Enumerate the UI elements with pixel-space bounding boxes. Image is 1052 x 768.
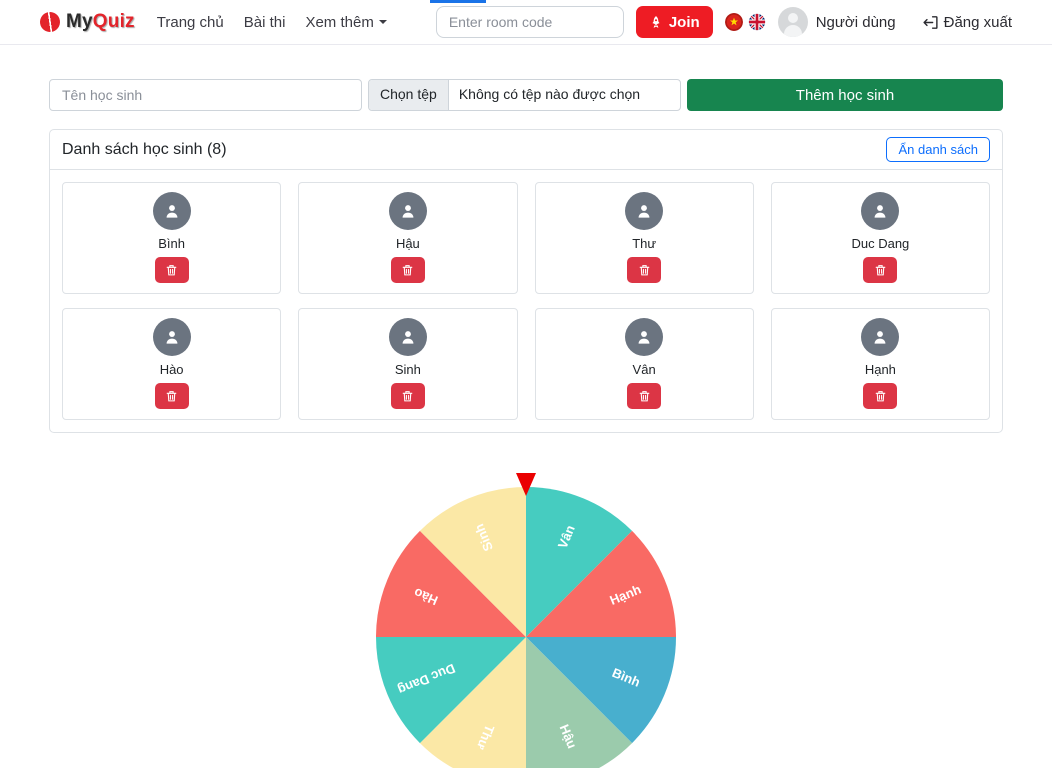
- student-card: Hào: [62, 308, 282, 420]
- brand-my: My: [66, 11, 93, 32]
- person-icon: [166, 331, 178, 344]
- logout-label: Đăng xuất: [943, 13, 1012, 31]
- join-button-label: Join: [668, 13, 700, 31]
- student-card: Duc Dang: [770, 182, 990, 294]
- user-avatar: [777, 7, 808, 37]
- student-avatar: [152, 192, 191, 230]
- wheel-segment: [526, 637, 676, 744]
- user-name-label: Người dùng: [815, 13, 896, 31]
- student-avatar: [625, 318, 664, 356]
- delete-student-button[interactable]: [154, 383, 189, 409]
- student-card: Vân: [534, 308, 754, 420]
- top-accent-bar: [430, 0, 486, 3]
- trash-icon: [166, 265, 177, 276]
- person-icon: [638, 205, 650, 218]
- wheel-segment: [419, 637, 526, 768]
- delete-student-button[interactable]: [627, 257, 662, 283]
- trash-icon: [166, 391, 177, 402]
- uk-flag-icon[interactable]: [748, 13, 766, 31]
- student-name: Bình: [158, 236, 185, 251]
- nav-link-home-label: Trang chủ: [156, 13, 224, 31]
- trash-icon: [639, 265, 649, 276]
- student-cards-grid: Bình Hậu Thư: [50, 170, 1002, 432]
- file-input[interactable]: Chọn tệp Không có tệp nào được chọn: [368, 79, 681, 111]
- join-button[interactable]: Join: [635, 6, 713, 38]
- trash-icon: [875, 391, 886, 402]
- nav-link-home[interactable]: Trang chủ: [157, 14, 224, 31]
- brand-icon: [38, 10, 62, 34]
- student-avatar: [861, 318, 900, 356]
- nav-link-exams[interactable]: Bài thi: [244, 14, 286, 31]
- trash-icon: [639, 391, 649, 402]
- logout-icon: [923, 15, 938, 29]
- nav-link-more-label: Xem thêm: [305, 13, 374, 31]
- panel-title: Danh sách học sinh (8): [62, 140, 227, 158]
- add-student-button[interactable]: Thêm học sinh: [687, 79, 1003, 111]
- person-icon: [638, 331, 650, 344]
- trash-icon: [403, 391, 413, 402]
- student-name: Sinh: [394, 362, 421, 377]
- nav-link-exams-label: Bài thi: [243, 13, 286, 31]
- student-name: Hạnh: [864, 362, 896, 377]
- room-code-input[interactable]: [435, 6, 624, 38]
- language-switcher: [724, 13, 766, 31]
- person-icon: [874, 205, 886, 218]
- person-icon: [402, 205, 414, 218]
- wheel-pointer: [516, 473, 536, 496]
- wheel-segment: [376, 637, 526, 744]
- delete-student-button[interactable]: [390, 383, 425, 409]
- nav-link-more-dropdown[interactable]: Xem thêm: [305, 13, 387, 31]
- panel-header: Danh sách học sinh (8) Ẩn danh sách: [50, 130, 1002, 170]
- nav-links: Trang chủ Bài thi Xem thêm: [157, 14, 387, 31]
- student-name: Vân: [632, 362, 656, 377]
- student-card: Bình: [62, 182, 282, 294]
- wheel-segment: [419, 487, 526, 637]
- vietnam-flag-icon[interactable]: [724, 13, 743, 31]
- brand-quiz: Quiz: [92, 11, 135, 32]
- wheel-segment: [526, 530, 676, 637]
- student-name: Duc Dang: [851, 236, 910, 251]
- person-icon: [874, 331, 886, 344]
- delete-student-button[interactable]: [627, 383, 662, 409]
- hide-list-button[interactable]: Ẩn danh sách: [886, 137, 990, 162]
- delete-student-button[interactable]: [863, 257, 898, 283]
- student-list-panel: Danh sách học sinh (8) Ẩn danh sách Bình…: [49, 129, 1003, 433]
- student-name: Thư: [632, 236, 657, 251]
- student-name: Hậu: [395, 236, 420, 251]
- wheel-segment: [526, 637, 633, 768]
- wheel-segment: [376, 530, 526, 637]
- student-avatar: [388, 192, 427, 230]
- delete-student-button[interactable]: [390, 257, 425, 283]
- student-card: Hạnh: [770, 308, 990, 420]
- main-content: Chọn tệp Không có tệp nào được chọn Thêm…: [49, 79, 1003, 768]
- file-status-text: Không có tệp nào được chọn: [458, 86, 641, 102]
- student-avatar: [625, 192, 664, 230]
- student-avatar: [388, 318, 427, 356]
- student-name-input[interactable]: [49, 79, 362, 111]
- trash-icon: [403, 265, 413, 276]
- choose-file-button[interactable]: Chọn tệp: [369, 80, 449, 110]
- navbar: MyQuiz Trang chủ Bài thi Xem thêm Join: [0, 0, 1052, 45]
- chevron-down-icon: [378, 20, 387, 24]
- add-student-form: Chọn tệp Không có tệp nào được chọn Thêm…: [49, 79, 1003, 111]
- wheel-section: Vân Hạnh Bình Hậu Thư Duc Dang Hào Sinh: [49, 473, 1003, 768]
- trash-icon: [875, 265, 886, 276]
- student-card: Sinh: [298, 308, 518, 420]
- person-icon: [402, 331, 414, 344]
- student-name: Hào: [159, 362, 184, 377]
- user-menu[interactable]: Người dùng: [777, 7, 896, 37]
- delete-student-button[interactable]: [154, 257, 189, 283]
- rocket-icon: [652, 16, 660, 28]
- student-avatar: [152, 318, 191, 356]
- brand-logo[interactable]: MyQuiz: [38, 10, 135, 34]
- brand-text: MyQuiz: [66, 11, 135, 33]
- delete-student-button[interactable]: [863, 383, 898, 409]
- student-card: Hậu: [298, 182, 518, 294]
- student-avatar: [861, 192, 900, 230]
- logout-button[interactable]: Đăng xuất: [922, 14, 1012, 31]
- student-card: Thư: [534, 182, 754, 294]
- wheel-segment: [526, 487, 633, 637]
- person-icon: [166, 205, 178, 218]
